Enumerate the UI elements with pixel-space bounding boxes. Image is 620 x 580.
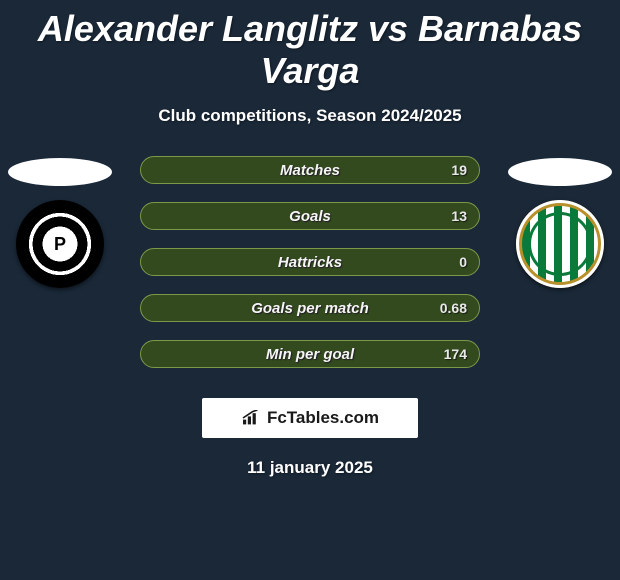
stat-label: Goals per match	[251, 300, 369, 317]
brand-box: FcTables.com	[202, 398, 418, 438]
stat-label: Matches	[280, 162, 340, 179]
date-label: 11 january 2025	[0, 458, 620, 478]
stat-row: Goals 13	[140, 202, 480, 230]
stat-right-value: 19	[451, 162, 467, 178]
stats-list: Matches 19 Goals 13 Hattricks 0 Goals pe…	[140, 156, 480, 368]
right-pill	[508, 158, 612, 186]
stat-label: Goals	[289, 208, 331, 225]
stat-right-value: 0.68	[440, 300, 467, 316]
stat-right-value: 0	[459, 254, 467, 270]
subtitle: Club competitions, Season 2024/2025	[0, 106, 620, 126]
left-club-badge	[16, 200, 104, 288]
left-player-column	[0, 156, 120, 288]
left-pill	[8, 158, 112, 186]
stat-right-value: 13	[451, 208, 467, 224]
right-player-column	[500, 156, 620, 288]
right-club-badge	[516, 200, 604, 288]
content-area: Matches 19 Goals 13 Hattricks 0 Goals pe…	[0, 156, 620, 478]
stat-right-value: 174	[444, 346, 467, 362]
stat-row: Min per goal 174	[140, 340, 480, 368]
stat-label: Min per goal	[266, 346, 354, 363]
stat-label: Hattricks	[278, 254, 342, 271]
chart-icon	[241, 410, 261, 426]
stat-row: Matches 19	[140, 156, 480, 184]
stat-row: Goals per match 0.68	[140, 294, 480, 322]
brand-text: FcTables.com	[267, 408, 379, 428]
stat-row: Hattricks 0	[140, 248, 480, 276]
page-title: Alexander Langlitz vs Barnabas Varga	[0, 0, 620, 92]
